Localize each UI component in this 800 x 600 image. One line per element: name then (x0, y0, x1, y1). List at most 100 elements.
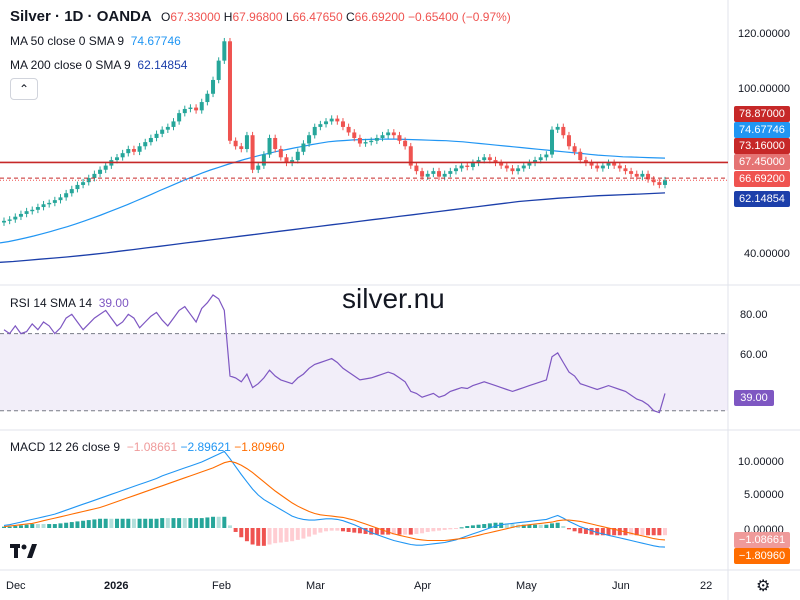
macd-histogram-bar (363, 528, 368, 534)
candle-body (154, 133, 159, 138)
candle-body (612, 162, 617, 166)
macd-histogram-bar (561, 526, 566, 528)
candle-body (81, 182, 86, 185)
candle-body (160, 129, 165, 134)
macd-histogram-bar (329, 528, 334, 531)
macd-histogram-bar (612, 528, 617, 536)
macd-histogram-bar (324, 528, 329, 532)
ma50-label: MA 50 close 0 SMA 9 (10, 34, 125, 48)
macd-histogram-bar (35, 524, 40, 528)
candle-body (521, 165, 526, 169)
tradingview-logo-icon[interactable] (10, 542, 38, 560)
ma50-legend[interactable]: MA 50 close 0 SMA 9 74.67746 (10, 34, 181, 48)
macd-histogram-bar (335, 528, 340, 531)
macd-histogram-bar (374, 528, 379, 535)
chevron-up-icon: ⌃ (18, 82, 30, 96)
rsi-tick-60: 60.00 (740, 349, 768, 361)
candle-body (386, 132, 391, 136)
badge-67-45: 67.45000 (734, 154, 790, 170)
macd-histogram-bar (301, 528, 306, 539)
macd-histogram-bar (425, 528, 430, 532)
candle-body (442, 173, 447, 177)
candle-body (143, 142, 148, 147)
macd-histogram-bar (211, 516, 216, 528)
macd-histogram-bar (295, 528, 300, 540)
macd-histogram-bar (459, 527, 464, 529)
candle-body (295, 151, 300, 161)
macd-histogram-bar (86, 520, 91, 528)
price-pane[interactable] (0, 37, 728, 263)
ma200-legend[interactable]: MA 200 close 0 SMA 9 62.14854 (10, 58, 187, 72)
candle-body (516, 168, 521, 172)
candle-body (69, 189, 74, 194)
candle-body (188, 107, 193, 109)
candle-body (278, 149, 283, 158)
macd-histogram-bar (239, 528, 244, 538)
macd-signal-value: −1.80960 (234, 440, 285, 454)
candle-body (657, 182, 662, 185)
macd-histogram-bar (646, 528, 651, 536)
time-label-2026: 2026 (104, 580, 129, 592)
macd-histogram-bar (420, 528, 425, 534)
macd-histogram-bar (521, 524, 526, 528)
macd-histogram-bar (578, 528, 583, 534)
candle-body (538, 157, 543, 161)
rsi-legend[interactable]: RSI 14 SMA 14 39.00 (10, 296, 129, 310)
macd-histogram-bar (380, 528, 385, 535)
macd-histogram-bar (312, 528, 317, 535)
candle-body (623, 168, 628, 172)
macd-histogram-bar (408, 528, 413, 535)
macd-histogram-bar (222, 516, 227, 528)
ma50-value: 74.67746 (130, 34, 181, 48)
macd-histogram-bar (154, 518, 159, 528)
candle-body (35, 207, 40, 210)
macd-histogram-bar (278, 528, 283, 543)
candle-body (651, 179, 656, 183)
macd-histogram-bar (188, 518, 193, 528)
macd-histogram-bar (216, 516, 221, 528)
macd-histogram-bar (538, 524, 543, 528)
candle-body (148, 137, 153, 143)
candle-body (2, 220, 6, 223)
candle-body (448, 171, 453, 174)
macd-histogram-bar (114, 518, 119, 528)
candle-body (267, 137, 272, 155)
time-label-feb: Feb (212, 580, 231, 592)
rsi-value: 39.00 (98, 296, 129, 310)
macd-histogram-bar (533, 524, 538, 528)
rsi-pane[interactable] (0, 294, 728, 414)
candle-body (244, 135, 249, 150)
candle-body (527, 162, 532, 166)
open-label: O (161, 10, 171, 24)
candle-body (47, 202, 52, 205)
candle-body (41, 204, 46, 208)
candle-body (103, 165, 108, 170)
macd-histogram-bar (148, 518, 153, 528)
candle-body (233, 140, 238, 147)
candle-body (374, 137, 379, 141)
candle-body (533, 160, 538, 163)
time-label-22: 22 (700, 580, 713, 592)
macd-histogram-bar (250, 528, 255, 545)
candle-body (476, 160, 481, 163)
badge-ma50: 74.67746 (734, 122, 790, 138)
macd-signal-badge: −1.80960 (734, 548, 790, 564)
macd-histogram-bar (194, 518, 199, 528)
macd-legend[interactable]: MACD 12 26 close 9 −1.08661 −2.89621 −1.… (10, 440, 285, 454)
macd-histogram-bar (120, 518, 125, 528)
macd-histogram-bar (403, 528, 408, 535)
symbol-title[interactable]: Silver · 1D · OANDA (10, 8, 152, 25)
macd-histogram-bar (24, 524, 29, 528)
settings-gear-icon[interactable]: ⚙ (756, 578, 771, 595)
change-value: −0.65400 (−0.97%) (408, 10, 511, 24)
macd-hist-value: −1.08661 (126, 440, 178, 454)
collapse-legend-button[interactable]: ⌃ (10, 78, 38, 100)
macd-histogram-bar (357, 528, 362, 534)
candle-body (561, 126, 566, 136)
rsi-line (3, 294, 666, 414)
macd-histogram-bar (629, 528, 634, 536)
macd-pane[interactable] (2, 450, 667, 548)
macd-histogram-bar (261, 528, 266, 546)
candle-body (7, 219, 12, 221)
